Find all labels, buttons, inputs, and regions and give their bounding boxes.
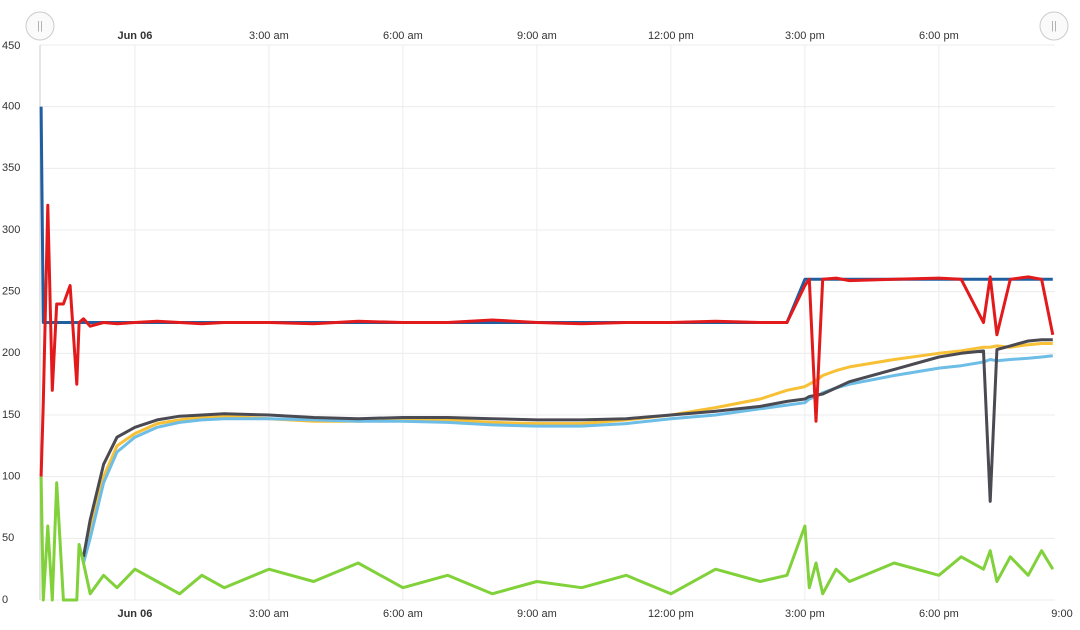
x-tick-label: Jun 06 xyxy=(117,608,152,620)
grip-icon: || xyxy=(37,20,43,32)
y-tick-label: 100 xyxy=(2,471,20,483)
y-tick-label: 200 xyxy=(2,347,20,359)
x-tick-label: 3:00 pm xyxy=(785,608,825,620)
top-x-tick-label: 9:00 am xyxy=(517,30,557,42)
range-grip-right[interactable] xyxy=(1039,11,1069,41)
y-tick-label: 400 xyxy=(2,101,20,113)
y-tick-label: 50 xyxy=(2,532,14,544)
top-x-tick-label: 3:00 pm xyxy=(785,30,825,42)
series-line xyxy=(82,354,1053,564)
y-tick-label: 250 xyxy=(2,286,20,298)
y-tick-label: 300 xyxy=(2,224,20,236)
top-x-tick-label: Jun 06 xyxy=(117,30,152,42)
grip-icon: || xyxy=(1051,20,1057,32)
x-tick-label: 12:00 pm xyxy=(648,608,694,620)
x-tick-label: 9:00 am xyxy=(517,608,557,620)
top-x-tick-label: 6:00 pm xyxy=(919,30,959,42)
y-tick-label: 350 xyxy=(2,162,20,174)
x-tick-label: 3:00 am xyxy=(249,608,289,620)
range-grip-left[interactable] xyxy=(25,11,55,41)
x-tick-label: 9:00 xyxy=(1051,608,1072,620)
y-tick-label: 150 xyxy=(2,409,20,421)
y-tick-label: 0 xyxy=(2,594,8,606)
series-line xyxy=(39,203,1055,477)
top-x-tick-label: 12:00 pm xyxy=(648,30,694,42)
top-x-tick-label: 6:00 am xyxy=(383,30,423,42)
top-x-tick-label: 3:00 am xyxy=(249,30,289,42)
x-tick-label: 6:00 pm xyxy=(919,608,959,620)
y-tick-label: 450 xyxy=(2,40,20,52)
x-tick-label: 6:00 am xyxy=(383,608,423,620)
series-line xyxy=(39,476,1055,602)
series-line xyxy=(82,342,1053,558)
series-line xyxy=(82,338,1053,558)
